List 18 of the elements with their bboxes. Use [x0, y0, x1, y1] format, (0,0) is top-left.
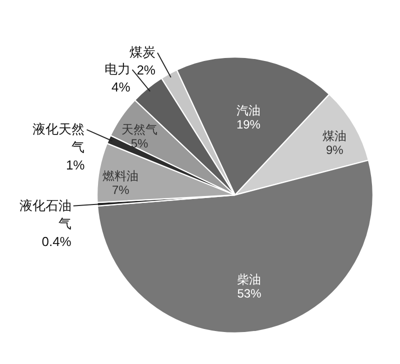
slice-label: 煤油	[322, 128, 347, 143]
slice-label: 煤炭	[129, 44, 156, 60]
data-label: 1%	[66, 158, 86, 173]
data-label: 4%	[112, 80, 131, 95]
slice-label: 天然气	[121, 122, 158, 136]
slice-label: 柴油	[237, 272, 262, 286]
data-label: 19%	[236, 118, 261, 132]
slice-label: 液化天然气	[32, 122, 85, 155]
data-label: 5%	[130, 136, 148, 150]
slice-label: 燃料油	[102, 169, 139, 184]
slice-label: 汽油	[236, 104, 260, 118]
data-label: 2%	[136, 62, 156, 78]
data-label: 7%	[112, 183, 130, 198]
data-label: 9%	[326, 142, 344, 157]
slice-label: 液化石油气	[19, 198, 72, 231]
data-label: 0.4%	[42, 234, 72, 249]
data-label: 53%	[237, 286, 262, 300]
slice-label: 电力	[104, 62, 130, 77]
